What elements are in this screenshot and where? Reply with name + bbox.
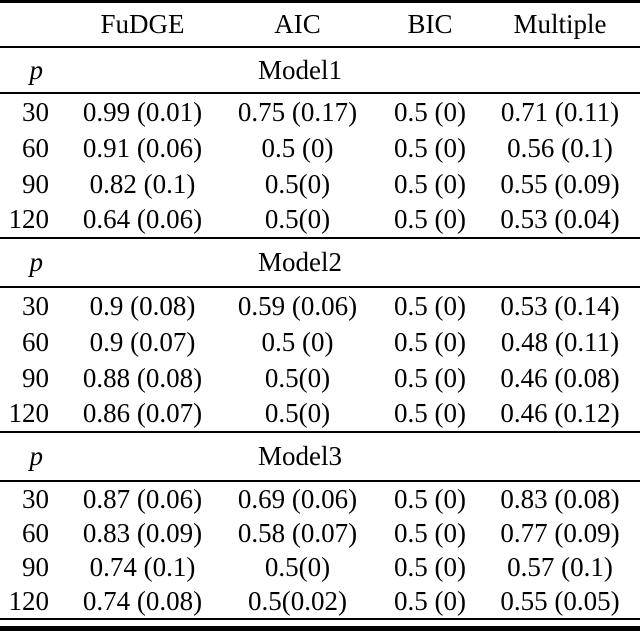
table-bottom-thick-rule: [0, 626, 640, 631]
table-row: 60 0.91 (0.06) 0.5 (0) 0.5 (0) 0.56 (0.1…: [0, 130, 640, 166]
table-rule: [0, 92, 640, 94]
cell-p: 120: [8, 204, 50, 234]
cell-bic: 0.5 (0): [394, 362, 466, 393]
cell-aic: 0.59 (0.06): [237, 290, 358, 321]
cell-fudge: 0.83 (0.09): [82, 517, 203, 548]
cell-bic: 0.5 (0): [394, 204, 466, 234]
table-bottom-thin-rule: [0, 618, 640, 620]
table-header-row: FuDGE AIC BIC Multiple: [0, 3, 640, 46]
section-header-model1: p Model1: [0, 48, 640, 92]
table-rule: [0, 286, 640, 288]
cell-multiple: 0.55 (0.09): [500, 168, 620, 199]
table-row: 60 0.9 (0.07) 0.5 (0) 0.5 (0) 0.48 (0.11…: [0, 324, 640, 360]
cell-multiple: 0.77 (0.09): [500, 517, 620, 548]
column-header-aic: AIC: [274, 9, 321, 39]
table-rule: [0, 46, 640, 48]
cell-fudge: 0.91 (0.06): [82, 132, 203, 163]
cell-fudge: 0.87 (0.06): [82, 483, 203, 514]
cell-multiple: 0.57 (0.1): [507, 551, 613, 582]
cell-p: 60: [22, 132, 49, 163]
cell-fudge: 0.74 (0.08): [82, 585, 203, 616]
section-title: Model1: [258, 54, 342, 85]
cell-fudge: 0.86 (0.07): [82, 398, 203, 428]
cell-fudge: 0.9 (0.07): [89, 326, 196, 357]
cell-multiple: 0.53 (0.14): [500, 290, 620, 321]
cell-multiple: 0.53 (0.04): [500, 204, 620, 234]
table-row: 90 0.82 (0.1) 0.5(0) 0.5 (0) 0.55 (0.09): [0, 166, 640, 202]
cell-aic: 0.5(0): [264, 398, 331, 428]
cell-bic: 0.5 (0): [394, 398, 466, 428]
cell-aic: 0.5(0): [264, 362, 331, 393]
cell-multiple: 0.83 (0.08): [500, 483, 620, 514]
cell-fudge: 0.74 (0.1): [89, 551, 196, 582]
cell-fudge: 0.88 (0.08): [82, 362, 203, 393]
table-row: 30 0.99 (0.01) 0.75 (0.17) 0.5 (0) 0.71 …: [0, 94, 640, 130]
cell-p: 60: [22, 517, 49, 548]
table-bottom-gap: [0, 620, 640, 626]
cell-p: 120: [8, 398, 50, 428]
cell-fudge: 0.9 (0.08): [89, 290, 196, 321]
table-top-rule: [0, 0, 640, 3]
cell-bic: 0.5 (0): [394, 551, 466, 582]
table-row: 120 0.86 (0.07) 0.5(0) 0.5 (0) 0.46 (0.1…: [0, 396, 640, 431]
cell-multiple: 0.48 (0.11): [500, 326, 620, 357]
cell-p: 90: [22, 168, 49, 199]
row-header-p: p: [29, 247, 44, 277]
cell-fudge: 0.82 (0.1): [89, 168, 196, 199]
cell-aic: 0.5 (0): [261, 326, 334, 357]
table-row: 90 0.88 (0.08) 0.5(0) 0.5 (0) 0.46 (0.08…: [0, 360, 640, 396]
table-row: 120 0.64 (0.06) 0.5(0) 0.5 (0) 0.53 (0.0…: [0, 202, 640, 237]
table-row: 90 0.74 (0.1) 0.5(0) 0.5 (0) 0.57 (0.1): [0, 550, 640, 584]
cell-aic: 0.5(0): [264, 551, 331, 582]
cell-multiple: 0.56 (0.1): [507, 132, 613, 163]
cell-aic: 0.5(0): [264, 168, 331, 199]
cell-fudge: 0.99 (0.01): [82, 96, 203, 127]
cell-aic: 0.5 (0): [261, 132, 334, 163]
cell-bic: 0.5 (0): [394, 132, 466, 163]
cell-bic: 0.5 (0): [394, 96, 466, 127]
cell-aic: 0.75 (0.17): [237, 96, 358, 127]
cell-aic: 0.69 (0.06): [237, 483, 358, 514]
cell-bic: 0.5 (0): [394, 517, 466, 548]
column-header-multiple: Multiple: [513, 9, 607, 39]
section-header-model3: p Model3: [0, 433, 640, 480]
table-row: 30 0.87 (0.06) 0.69 (0.06) 0.5 (0) 0.83 …: [0, 482, 640, 516]
cell-multiple: 0.71 (0.11): [500, 96, 620, 127]
cell-aic: 0.58 (0.07): [237, 517, 358, 548]
table-row: 60 0.83 (0.09) 0.58 (0.07) 0.5 (0) 0.77 …: [0, 516, 640, 550]
cell-p: 30: [22, 290, 49, 321]
cell-p: 90: [22, 551, 49, 582]
column-header-fudge: FuDGE: [100, 9, 185, 39]
cell-multiple: 0.46 (0.08): [500, 362, 620, 393]
cell-p: 90: [22, 362, 49, 393]
row-header-p: p: [29, 441, 44, 471]
row-header-p: p: [29, 54, 44, 85]
cell-p: 60: [22, 326, 49, 357]
cell-bic: 0.5 (0): [394, 168, 466, 199]
cell-bic: 0.5 (0): [394, 483, 466, 514]
cell-bic: 0.5 (0): [394, 290, 466, 321]
section-title: Model3: [258, 441, 342, 471]
column-header-bic: BIC: [407, 9, 453, 39]
cell-aic: 0.5(0.02): [248, 585, 347, 616]
table-rule: [0, 480, 640, 482]
table-row: 30 0.9 (0.08) 0.59 (0.06) 0.5 (0) 0.53 (…: [0, 288, 640, 324]
cell-multiple: 0.55 (0.05): [500, 585, 620, 616]
table-row: 120 0.74 (0.08) 0.5(0.02) 0.5 (0) 0.55 (…: [0, 584, 640, 618]
cell-fudge: 0.64 (0.06): [82, 204, 203, 234]
cell-bic: 0.5 (0): [394, 585, 466, 616]
cell-multiple: 0.46 (0.12): [500, 398, 620, 428]
cell-p: 30: [22, 96, 49, 127]
section-title: Model2: [258, 247, 342, 277]
table-rule: [0, 237, 640, 239]
cell-aic: 0.5(0): [264, 204, 331, 234]
table-rule: [0, 431, 640, 433]
cell-bic: 0.5 (0): [394, 326, 466, 357]
section-header-model2: p Model2: [0, 239, 640, 286]
cell-p: 120: [8, 585, 50, 616]
cell-p: 30: [22, 483, 49, 514]
